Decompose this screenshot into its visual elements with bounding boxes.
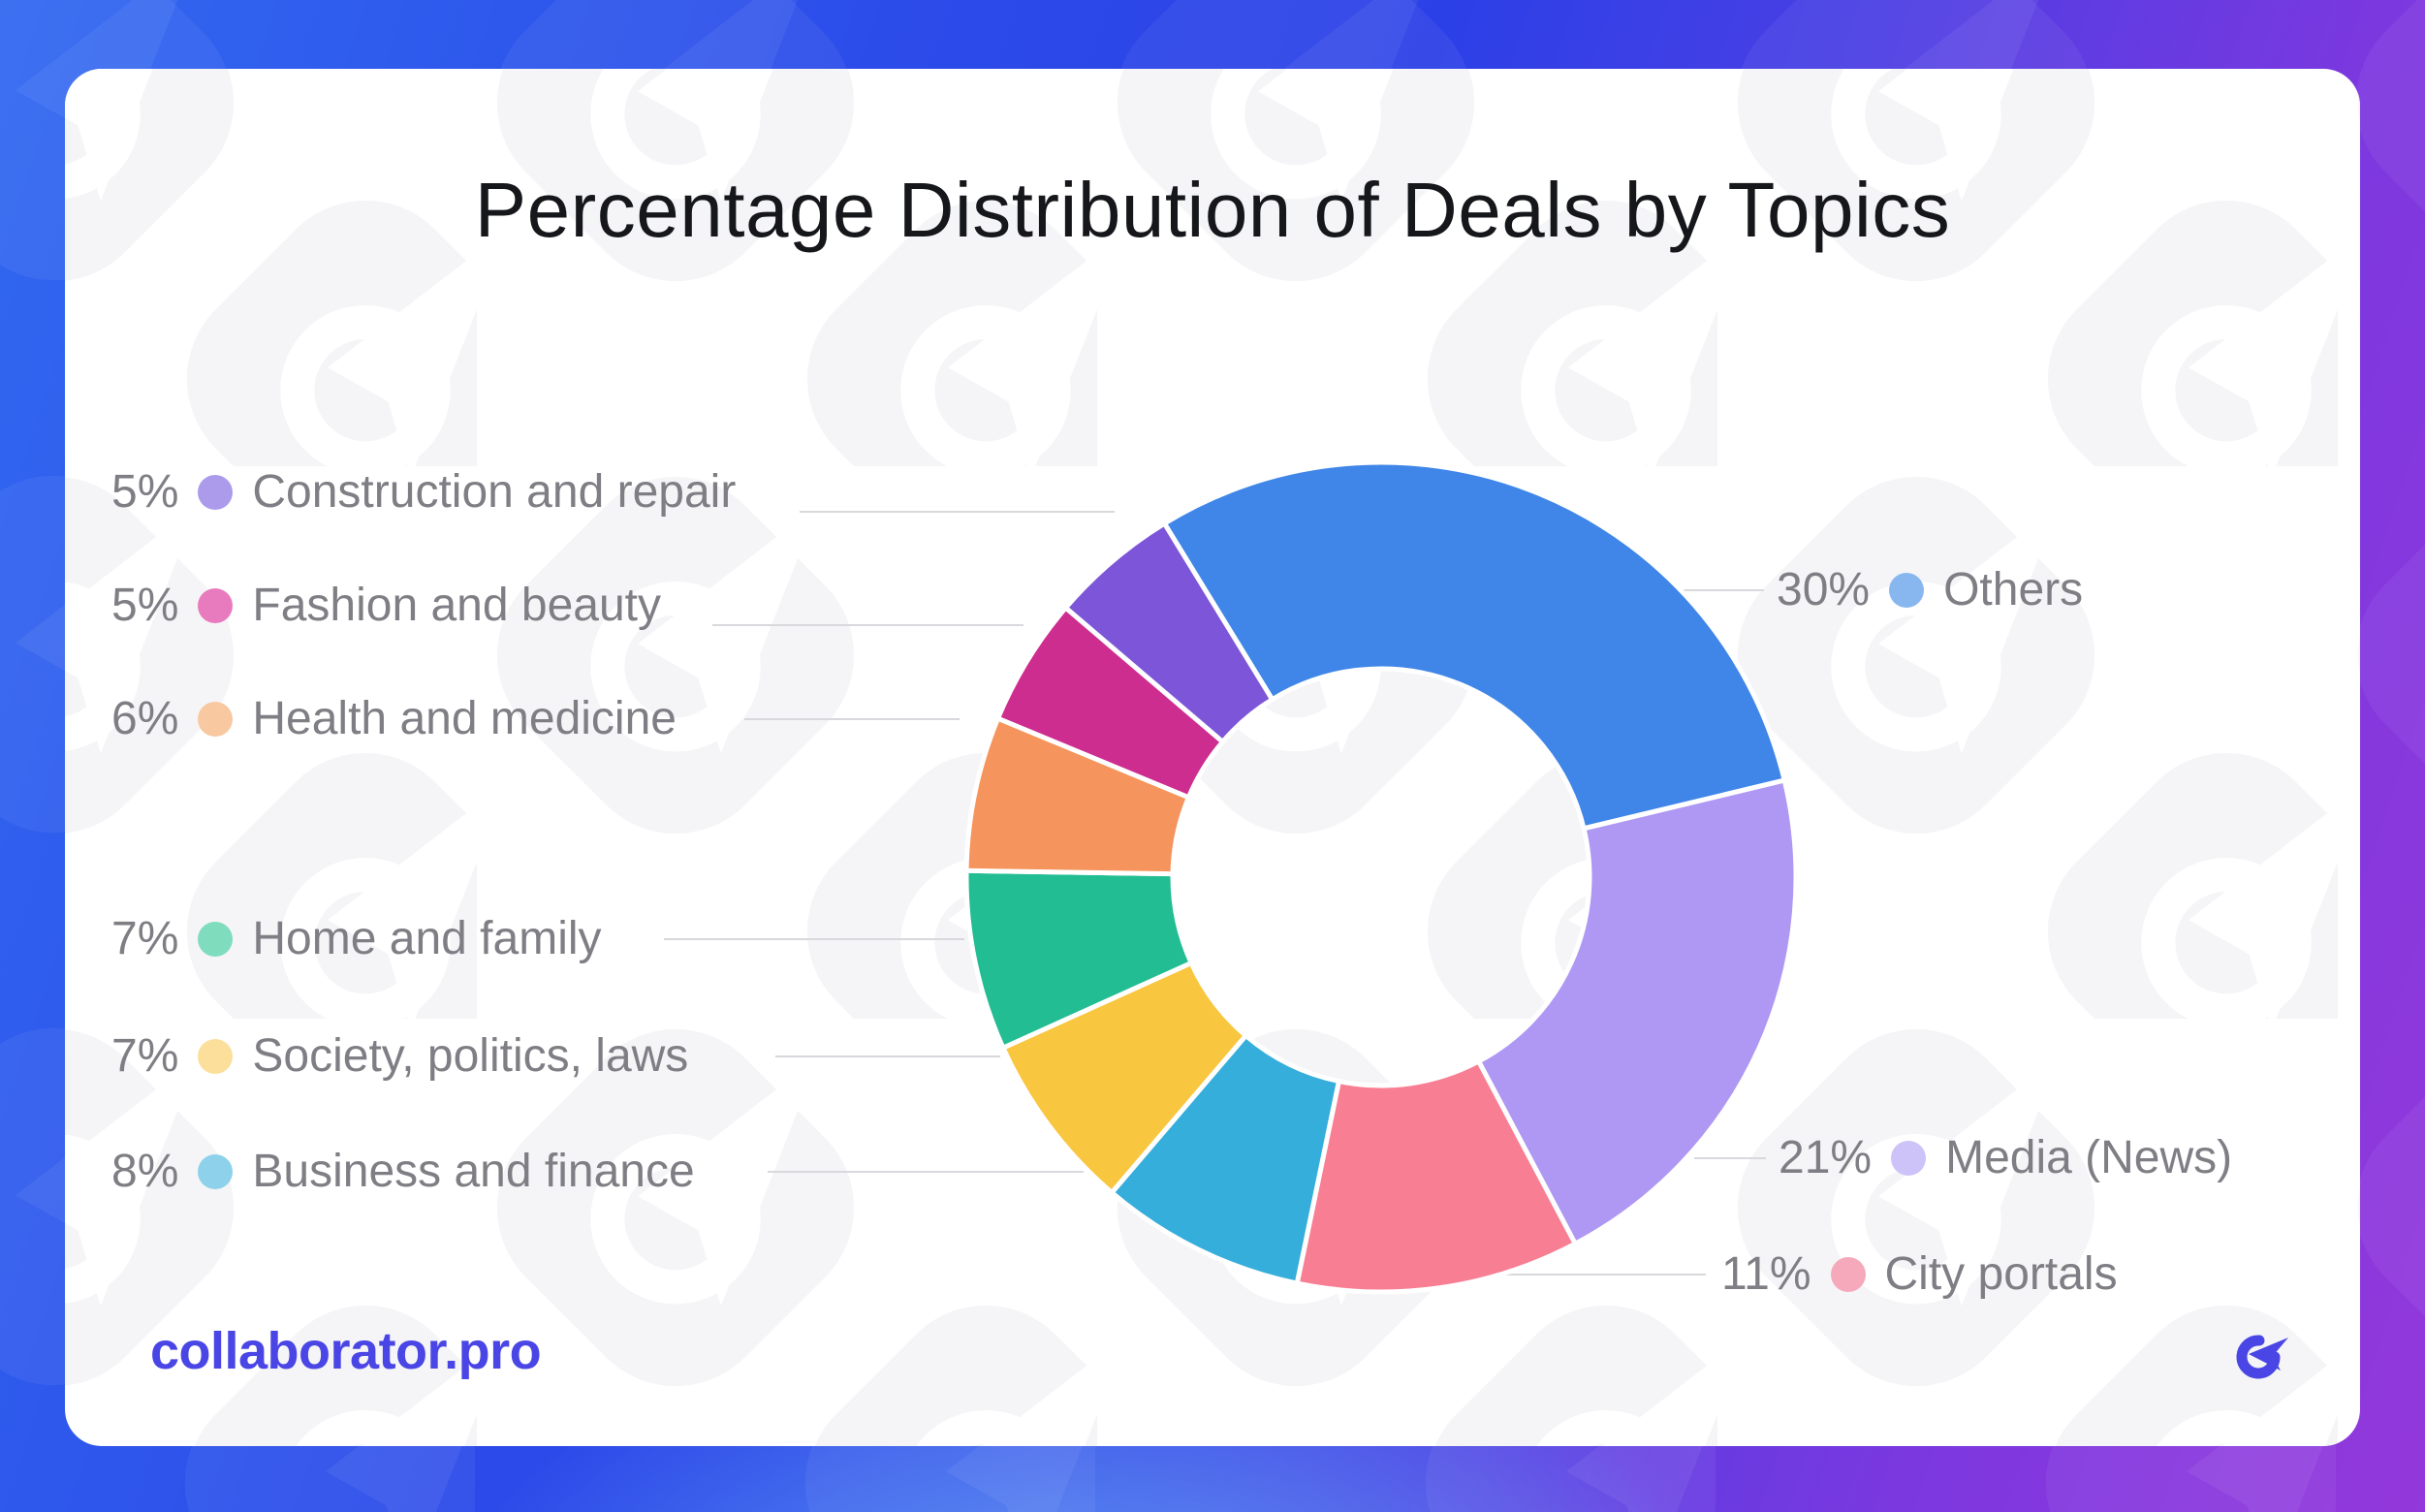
- legend-label: Construction and repair: [252, 466, 737, 518]
- leader-line: [744, 718, 960, 720]
- legend-dot-icon: [198, 587, 234, 623]
- legend-percent: 8%: [111, 1146, 179, 1197]
- legend-label: Fashion and beauty: [252, 580, 662, 631]
- legend-label: City portals: [1884, 1248, 2118, 1300]
- legend-dot-icon: [1891, 1140, 1927, 1176]
- legend-percent: 5%: [111, 580, 179, 631]
- legend-label: Health and medicine: [252, 693, 677, 744]
- legend-item-home-and-family: 7% Home and family: [111, 912, 602, 965]
- legend-label: Media (News): [1945, 1132, 2233, 1183]
- leader-line: [1694, 1157, 1766, 1159]
- donut-slice-construction-and-repair: [1063, 520, 1275, 744]
- legend-dot-icon: [198, 1038, 234, 1074]
- legend-percent: 30%: [1777, 564, 1871, 615]
- legend-percent: 6%: [111, 693, 179, 744]
- legend-item-business-and-finance: 8% Business and finance: [111, 1145, 695, 1198]
- legend-dot-icon: [198, 921, 234, 957]
- legend-dot-icon: [1830, 1256, 1866, 1292]
- legend-dot-icon: [198, 474, 234, 510]
- legend-label: Others: [1943, 564, 2084, 615]
- donut-slice-city-portals: [1294, 1058, 1578, 1295]
- leader-line: [712, 624, 1024, 626]
- donut-slice-others: [1161, 459, 1787, 832]
- legend-item-health-and-medicine: 6% Health and medicine: [111, 692, 677, 745]
- leader-line: [664, 938, 964, 940]
- brand-wordmark: collaborator.pro: [150, 1322, 542, 1380]
- legend-percent: 5%: [111, 466, 179, 518]
- legend-dot-icon: [198, 701, 234, 737]
- legend-percent: 7%: [111, 913, 179, 964]
- legend-item-city-portals: 11% City portals: [1721, 1247, 2118, 1301]
- legend-label: Society, politics, laws: [252, 1030, 689, 1082]
- leader-line: [768, 1171, 1084, 1173]
- legend-dot-icon: [1889, 572, 1925, 608]
- infographic-card: Percentage Distribution of Deals by Topi…: [65, 69, 2360, 1446]
- leader-line: [1659, 589, 1764, 591]
- legend-item-media-news: 21% Media (News): [1779, 1131, 2232, 1184]
- legend-item-fashion-and-beauty: 5% Fashion and beauty: [111, 579, 661, 632]
- chart-title: Percentage Distribution of Deals by Topi…: [474, 167, 1951, 253]
- leader-line: [1495, 1274, 1706, 1276]
- donut-slice-media-news: [1476, 777, 1799, 1246]
- collaborator-arrow-icon: [2236, 1335, 2288, 1379]
- legend-item-construction-and-repair: 5% Construction and repair: [111, 465, 736, 519]
- legend-dot-icon: [198, 1153, 234, 1189]
- legend-percent: 7%: [111, 1030, 179, 1082]
- donut-chart: [963, 459, 1799, 1295]
- legend-label: Home and family: [252, 913, 602, 964]
- legend-item-others: 30% Others: [1777, 563, 2083, 616]
- leader-line: [800, 511, 1115, 513]
- legend-percent: 11%: [1721, 1248, 1811, 1300]
- legend-label: Business and finance: [252, 1146, 695, 1197]
- leader-line: [775, 1055, 1000, 1057]
- legend-percent: 21%: [1779, 1132, 1873, 1183]
- legend-item-society-politics-laws: 7% Society, politics, laws: [111, 1029, 688, 1083]
